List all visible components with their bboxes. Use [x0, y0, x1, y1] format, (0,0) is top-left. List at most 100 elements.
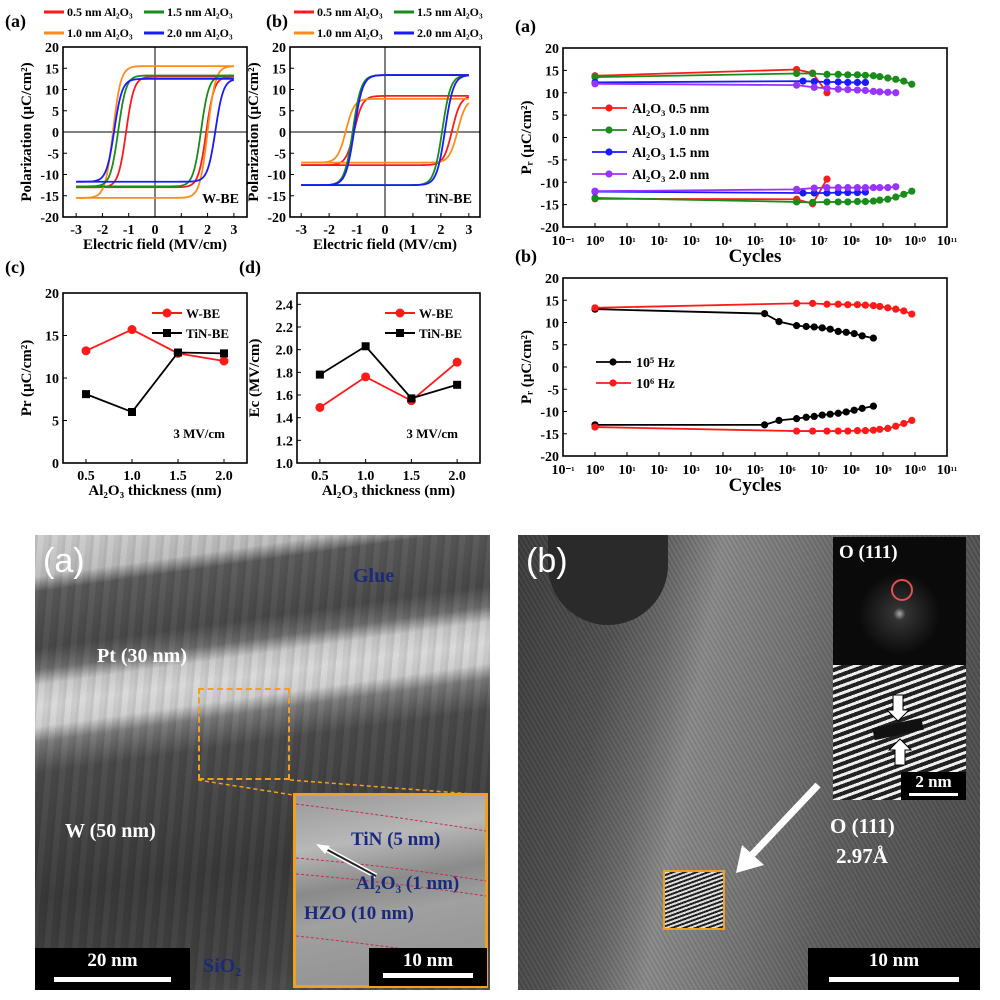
- data-point: [823, 184, 831, 192]
- y-tick-label: -10: [40, 169, 59, 184]
- y-tick-label: -15: [540, 199, 559, 214]
- data-point: [810, 184, 818, 192]
- data-point: [591, 187, 599, 195]
- data-point: [850, 330, 858, 338]
- data-point: [810, 323, 818, 331]
- data-point: [869, 184, 878, 192]
- y-tick-label: 10: [545, 87, 559, 102]
- data-point: [361, 372, 371, 382]
- tick-exponent: ⁻¹: [565, 236, 574, 248]
- legend-marker: [605, 126, 613, 134]
- x-tick-label: 10¹¹: [937, 463, 958, 478]
- data-point: [834, 427, 842, 435]
- x-tick-label: -1: [351, 223, 363, 238]
- data-point: [900, 190, 908, 198]
- data-point: [853, 184, 862, 192]
- x-axis-label: Electric field (MV/cm): [83, 237, 227, 253]
- x-tick-label: -3: [295, 223, 307, 238]
- y-tick-label: -15: [540, 428, 559, 443]
- x-tick-label: -1: [123, 223, 135, 238]
- chart-ec: 1.01.21.41.61.82.02.22.40.5 1.0 1.5 2.0Al₂O…: [239, 257, 481, 499]
- y-tick-label: 20: [545, 272, 559, 287]
- data-point: [853, 71, 862, 79]
- tick-exponent: ¹⁰: [918, 236, 926, 248]
- data-point: [823, 78, 831, 86]
- data-point: [826, 325, 834, 333]
- tick-base: 10: [618, 463, 632, 478]
- y-tick-label: -20: [540, 450, 559, 465]
- x-tick-label: 10⁰: [586, 234, 605, 249]
- zoom-guide-lines: [197, 779, 486, 796]
- data-point: [908, 416, 916, 424]
- y-tick-label: 0: [52, 126, 59, 141]
- data-point: [799, 77, 807, 85]
- series-line: [85, 351, 225, 414]
- data-point: [810, 83, 818, 91]
- data-point: [861, 78, 870, 87]
- data-point: [884, 424, 892, 433]
- x-tick-label: 2.0: [448, 469, 466, 484]
- y-tick-label: -20: [540, 221, 559, 236]
- loop-lower-branch: [76, 78, 235, 183]
- data-point: [834, 70, 842, 79]
- y-tick-label: 1.2: [276, 434, 294, 449]
- data-point: [128, 408, 136, 416]
- tick-exponent: ⁰: [600, 465, 605, 477]
- data-point: [876, 184, 884, 192]
- data-point: [591, 194, 599, 202]
- data-point: [810, 77, 818, 86]
- data-point: [853, 188, 862, 197]
- x-tick-label: 1.0: [357, 469, 375, 484]
- y-tick-label: 1.4: [276, 412, 294, 427]
- legend-marker: [163, 329, 171, 337]
- data-point: [810, 412, 818, 420]
- data-point: [809, 69, 817, 78]
- panel-label: (c): [5, 257, 25, 278]
- y-tick-label: -15: [267, 190, 286, 205]
- y-tick-label: 2.2: [276, 321, 294, 336]
- data-point: [844, 71, 852, 79]
- x-tick-label: 1.0: [123, 469, 141, 484]
- data-point: [876, 88, 884, 96]
- electrode-annotation: W-BE: [202, 192, 239, 207]
- panel-label: (d): [239, 257, 261, 278]
- scale-text: 10 nm: [868, 950, 920, 971]
- data-point: [81, 346, 91, 356]
- legend-label: Al₂O₃ 1.5 nm: [632, 146, 710, 161]
- data-point: [82, 390, 90, 399]
- tick-base: 10: [650, 463, 664, 478]
- phase-label: O (111): [830, 814, 895, 838]
- data-point: [853, 197, 862, 206]
- data-point: [361, 342, 370, 351]
- series-line-pos: [594, 68, 828, 94]
- tick-exponent: ¹: [632, 236, 635, 248]
- legend-label: W-BE: [419, 306, 453, 321]
- y-tick-label: 2.0: [276, 344, 294, 359]
- tick-base: 10: [551, 463, 565, 478]
- y-tick-label: -5: [274, 147, 286, 162]
- y-tick-label: 15: [45, 62, 59, 77]
- data-point: [591, 80, 599, 88]
- data-point: [775, 318, 783, 326]
- x-tick-label: 10⁶: [778, 463, 796, 478]
- data-point: [823, 300, 831, 308]
- x-tick-label: 10³: [682, 463, 700, 478]
- inset-magnified: TiN (5 nm) Al₂O₃ (1 nm) HZO (10 nm) 10 n…: [293, 793, 488, 988]
- data-point: [315, 370, 324, 379]
- legend-label: 1.5 nm Al₂O₃: [417, 5, 483, 19]
- x-tick-label: 10³: [682, 234, 700, 249]
- data-point: [869, 426, 878, 434]
- x-tick-label: 10⁵: [746, 234, 764, 249]
- data-point: [853, 427, 862, 435]
- y-tick-label: 1.0: [276, 457, 294, 472]
- tick-base: 10: [714, 463, 728, 478]
- layer-boundaries: [296, 803, 486, 962]
- x-axis-label: Electric field (MV/cm): [313, 237, 457, 253]
- data-point: [844, 78, 852, 87]
- x-tick-label: 0: [152, 223, 159, 238]
- y-tick-label: 5: [52, 415, 59, 430]
- panel-label: (b): [526, 542, 568, 580]
